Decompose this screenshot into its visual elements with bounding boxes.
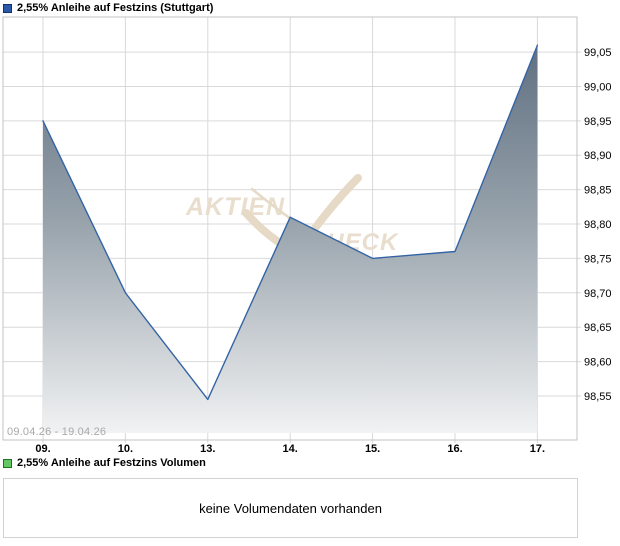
- date-range-label: 09.04.26 - 19.04.26: [7, 426, 107, 438]
- y-tick-label: 99,05: [584, 47, 612, 59]
- price-legend: 2,55% Anleihe auf Festzins (Stuttgart): [3, 2, 213, 14]
- volume-empty-message: keine Volumendaten vorhanden: [199, 500, 382, 516]
- y-tick-label: 98,95: [584, 116, 612, 128]
- y-tick-label: 98,65: [584, 322, 612, 334]
- y-tick-label: 98,75: [584, 253, 612, 265]
- volume-panel: keine Volumendaten vorhanden: [3, 478, 578, 538]
- price-series: [42, 44, 539, 433]
- volume-legend: 2,55% Anleihe auf Festzins Volumen: [3, 457, 206, 469]
- x-tick-label: 15.: [365, 443, 380, 455]
- y-tick-label: 98,70: [584, 288, 612, 300]
- plot-border: [2, 16, 578, 441]
- axis-labels: 99,05 99,00 98,95 98,90 98,85 98,80 98,75 98,70…: [35, 47, 611, 455]
- x-tick-label: 16.: [447, 443, 462, 455]
- price-series-swatch-icon: [3, 3, 12, 13]
- y-tick-label: 98,60: [584, 357, 612, 369]
- price-chart: AKTIEN CHECK 99,0599,0098,9598,9098,8598…: [2, 16, 612, 455]
- x-tick-label: 14.: [283, 443, 298, 455]
- y-tick-label: 98,80: [584, 219, 612, 231]
- watermark-text-aktien: AKTIEN: [185, 193, 285, 221]
- y-tick-label: 98,55: [584, 391, 612, 403]
- x-tick-label: 13.: [200, 443, 215, 455]
- y-tick-label: 99,00: [584, 82, 612, 94]
- price-legend-label: 2,55% Anleihe auf Festzins (Stuttgart): [17, 2, 214, 14]
- x-tick-label: 10.: [118, 443, 133, 455]
- x-tick-label: 09.: [35, 443, 50, 455]
- y-tick-label: 98,90: [584, 150, 612, 162]
- volume-series-swatch-icon: [3, 458, 12, 468]
- y-tick-label: 98,85: [584, 185, 612, 197]
- x-tick-label: 17.: [530, 443, 545, 455]
- volume-legend-label: 2,55% Anleihe auf Festzins Volumen: [17, 457, 206, 469]
- price-line: [42, 44, 539, 401]
- price-area: [43, 45, 538, 433]
